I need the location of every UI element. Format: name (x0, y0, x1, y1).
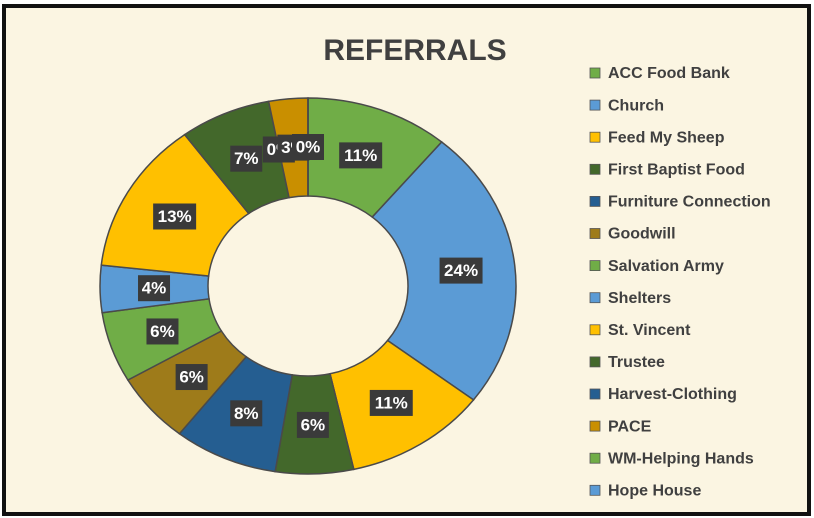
legend-label: ACC Food Bank (608, 65, 730, 82)
legend-label: St. Vincent (608, 322, 691, 339)
legend-label: Harvest-Clothing (608, 386, 737, 403)
legend-swatch (589, 324, 601, 336)
data-label: 13% (158, 207, 192, 226)
legend-swatch (589, 484, 601, 496)
legend-swatch (589, 356, 601, 368)
data-label-box (296, 411, 329, 438)
legend-swatch (589, 420, 601, 432)
legend-swatch (589, 228, 601, 239)
legend-swatch (589, 292, 601, 304)
data-label-box (175, 364, 208, 391)
data-label-box (292, 134, 324, 160)
legend-swatch (589, 452, 601, 464)
legend-label: Goodwill (608, 226, 676, 243)
data-label-box (339, 142, 383, 169)
legend-swatch (589, 163, 601, 175)
data-label: 6% (301, 415, 326, 434)
legend-label: Church (608, 97, 664, 114)
legend-swatch (589, 195, 601, 207)
legend-label: Trustee (608, 354, 665, 371)
legend: ACC Food Bank Church Feed My Sheep First Ba… (589, 65, 771, 500)
legend-label: Furniture Connection (608, 194, 771, 211)
legend-label: Shelters (608, 290, 671, 307)
data-label: 0% (296, 137, 321, 156)
legend-swatch (589, 260, 601, 272)
data-label: 11% (344, 146, 377, 165)
data-label-box (369, 389, 413, 416)
data-label: 11% (375, 393, 408, 412)
legend-swatch (589, 131, 601, 143)
legend-swatch (589, 388, 601, 400)
legend-label: PACE (608, 418, 652, 435)
data-label-box (138, 275, 171, 302)
data-label: 6% (150, 322, 175, 341)
data-label-box (153, 203, 197, 230)
chart-title: REFERRALS (323, 34, 506, 67)
data-label: 4% (142, 279, 167, 298)
legend-label: Salvation Army (608, 258, 724, 275)
legend-swatch (589, 99, 601, 111)
data-label: 8% (234, 404, 259, 423)
data-label: 7% (234, 149, 259, 168)
data-label-box (230, 145, 263, 172)
legend-swatch (589, 67, 601, 79)
legend-label: Feed My Sheep (608, 129, 725, 146)
data-label-box (439, 257, 483, 284)
data-label: 24% (444, 261, 478, 280)
data-label-box (146, 318, 179, 345)
legend-label: Hope House (608, 483, 701, 500)
legend-label: WM-Helping Hands (608, 450, 754, 467)
data-label: 6% (179, 368, 204, 387)
data-label-box (230, 400, 263, 427)
legend-label: First Baptist Food (608, 162, 745, 179)
data-labels: 11%24%11%6%8%6%6%4%13%7%0%3%0%0% (138, 134, 483, 438)
